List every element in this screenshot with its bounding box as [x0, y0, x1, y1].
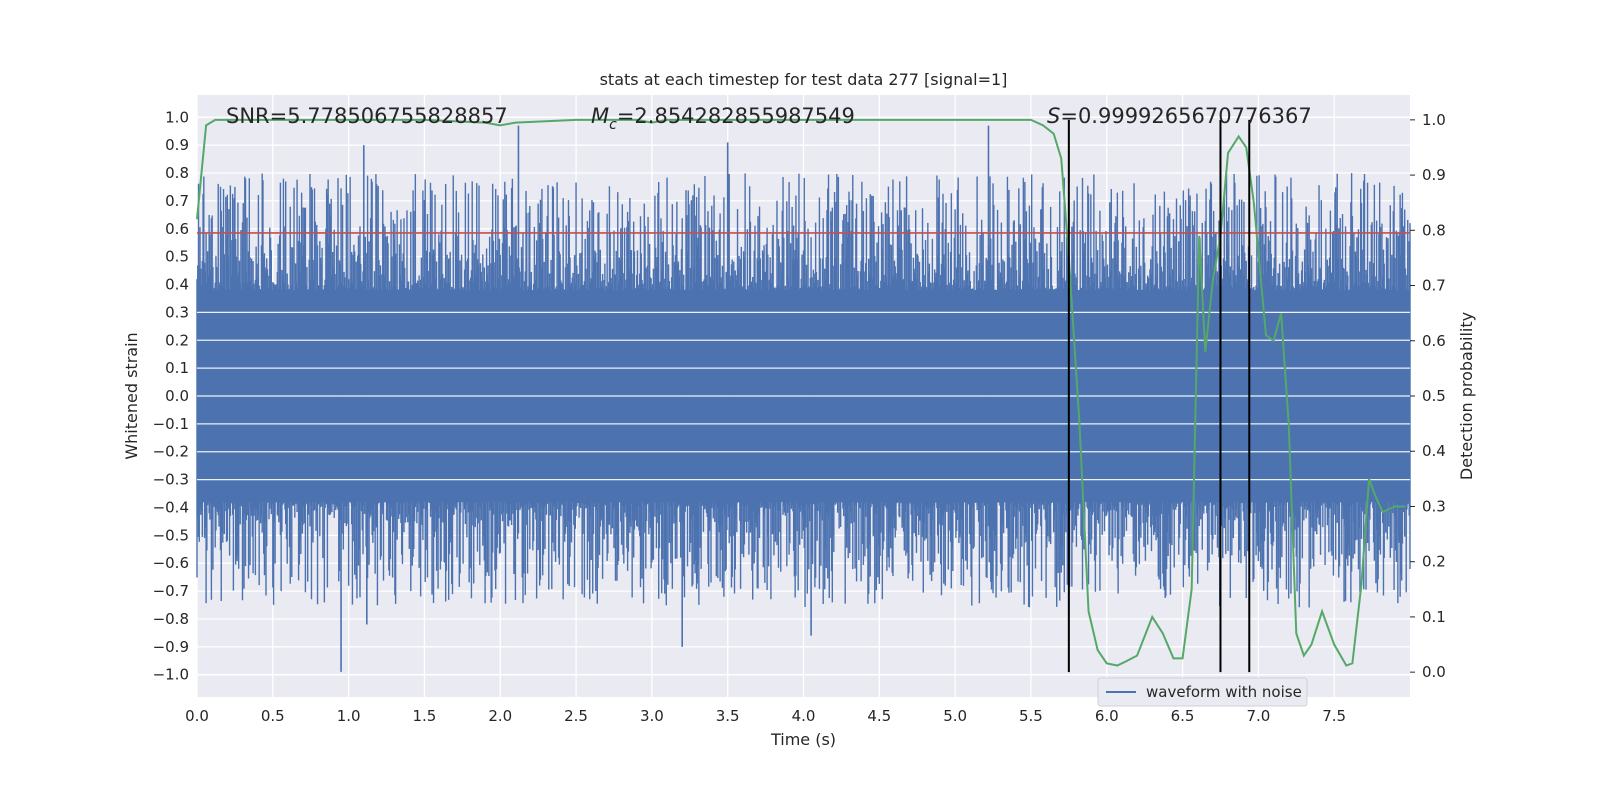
y-tick-label: 0.3: [165, 303, 189, 321]
x-tick-labels: 0.0 0.5 1.0 1.5 2.0 2.5 3.0 3.5 4.0 4.5 5.0 5.5 6.0 6…: [185, 707, 1346, 725]
x-tick-label: 6.5: [1171, 707, 1195, 725]
x-tick-label: 5.0: [943, 707, 967, 725]
x-tick-label: 2.0: [488, 707, 512, 725]
x-tick-label: 5.5: [1019, 707, 1043, 725]
y-tick-label: 0.2: [165, 331, 189, 349]
y-tick-label: 0.4: [165, 276, 189, 294]
x-tick-label: 7.5: [1322, 707, 1346, 725]
x-tick-label: 4.5: [867, 707, 891, 725]
y-tick-label: 0.6: [165, 220, 189, 238]
chart-title: stats at each timestep for test data 277…: [600, 70, 1008, 89]
y2-tick-label: 0.5: [1422, 387, 1446, 405]
y-axis-label: Whitened strain: [122, 332, 141, 459]
probability-line: [196, 118, 1406, 667]
x-tick-label: 3.0: [640, 707, 664, 725]
y2-tick-label: 0.3: [1422, 497, 1446, 515]
y2-tick-labels: 1.0 0.9 0.8 0.7 0.6 0.5 0.4 0.3 0.2 0.1 0.0: [1410, 111, 1446, 681]
x-tick-label: 1.0: [337, 707, 361, 725]
y-tick-labels: 1.0 0.9 0.8 0.7 0.6 0.5 0.4 0.3 0.2 0.1 0.0 −0.1 −0.…: [153, 108, 189, 683]
y2-tick-label: 0.2: [1422, 553, 1446, 571]
y-tick-label: 0.7: [165, 192, 189, 210]
y-tick-label: −0.5: [153, 526, 189, 544]
probability-series: [196, 118, 1406, 667]
x-tick-label: 1.5: [413, 707, 437, 725]
y-tick-label: −0.4: [153, 498, 189, 516]
y-tick-label: −0.7: [153, 582, 189, 600]
x-tick-label: 3.5: [716, 707, 740, 725]
mc-value: =2.854282855987549: [617, 104, 855, 128]
legend: waveform with noise: [1097, 677, 1308, 707]
x-tick-label: 6.0: [1095, 707, 1119, 725]
x-tick-label: 0.5: [261, 707, 285, 725]
vertical-markers: [1067, 119, 1251, 673]
x-tick-label: 7.0: [1246, 707, 1270, 725]
y2-tick-label: 0.4: [1422, 442, 1446, 460]
y-tick-label: 1.0: [165, 108, 189, 126]
y-tick-label: −0.6: [153, 554, 189, 572]
y2-tick-label: 0.0: [1422, 663, 1446, 681]
y-tick-label: −0.3: [153, 471, 189, 489]
x-axis-label: Time (s): [770, 730, 836, 749]
y-tick-label: −0.8: [153, 610, 189, 628]
s-value: =0.9999265670776367: [1060, 104, 1311, 128]
x-tick-label: 2.5: [564, 707, 588, 725]
y2-tick-label: 0.9: [1422, 166, 1446, 184]
y-tick-label: −1.0: [153, 666, 189, 684]
y2-tick-label: 0.6: [1422, 332, 1446, 350]
legend-label: waveform with noise: [1146, 683, 1302, 701]
y2-axis-label: Detection probability: [1457, 312, 1476, 480]
y-tick-label: 0.8: [165, 164, 189, 182]
y-tick-label: −0.1: [153, 415, 189, 433]
s-symbol: S: [1047, 104, 1060, 128]
y-tick-label: 0.1: [165, 359, 189, 377]
x-tick-label: 4.0: [792, 707, 816, 725]
y-tick-label: −0.9: [153, 638, 189, 656]
y2-tick-label: 0.8: [1422, 221, 1446, 239]
y2-tick-label: 0.7: [1422, 277, 1446, 295]
y-tick-label: 0.9: [165, 136, 189, 154]
y-tick-label: −0.2: [153, 443, 189, 461]
y-tick-label: 0.5: [165, 248, 189, 266]
score-annotation: S=0.9999265670776367: [1047, 104, 1312, 128]
y-tick-label: 0.0: [165, 387, 189, 405]
mc-subscript: c: [609, 117, 617, 133]
mc-symbol: M: [591, 104, 609, 128]
y2-tick-label: 1.0: [1422, 111, 1446, 129]
x-tick-label: 0.0: [185, 707, 209, 725]
legend-box: [1097, 677, 1308, 707]
y2-tick-label: 0.1: [1422, 608, 1446, 626]
snr-annotation: SNR=5.778506755828857: [226, 104, 508, 128]
chirp-mass-annotation: Mc=2.854282855987549: [591, 104, 855, 133]
